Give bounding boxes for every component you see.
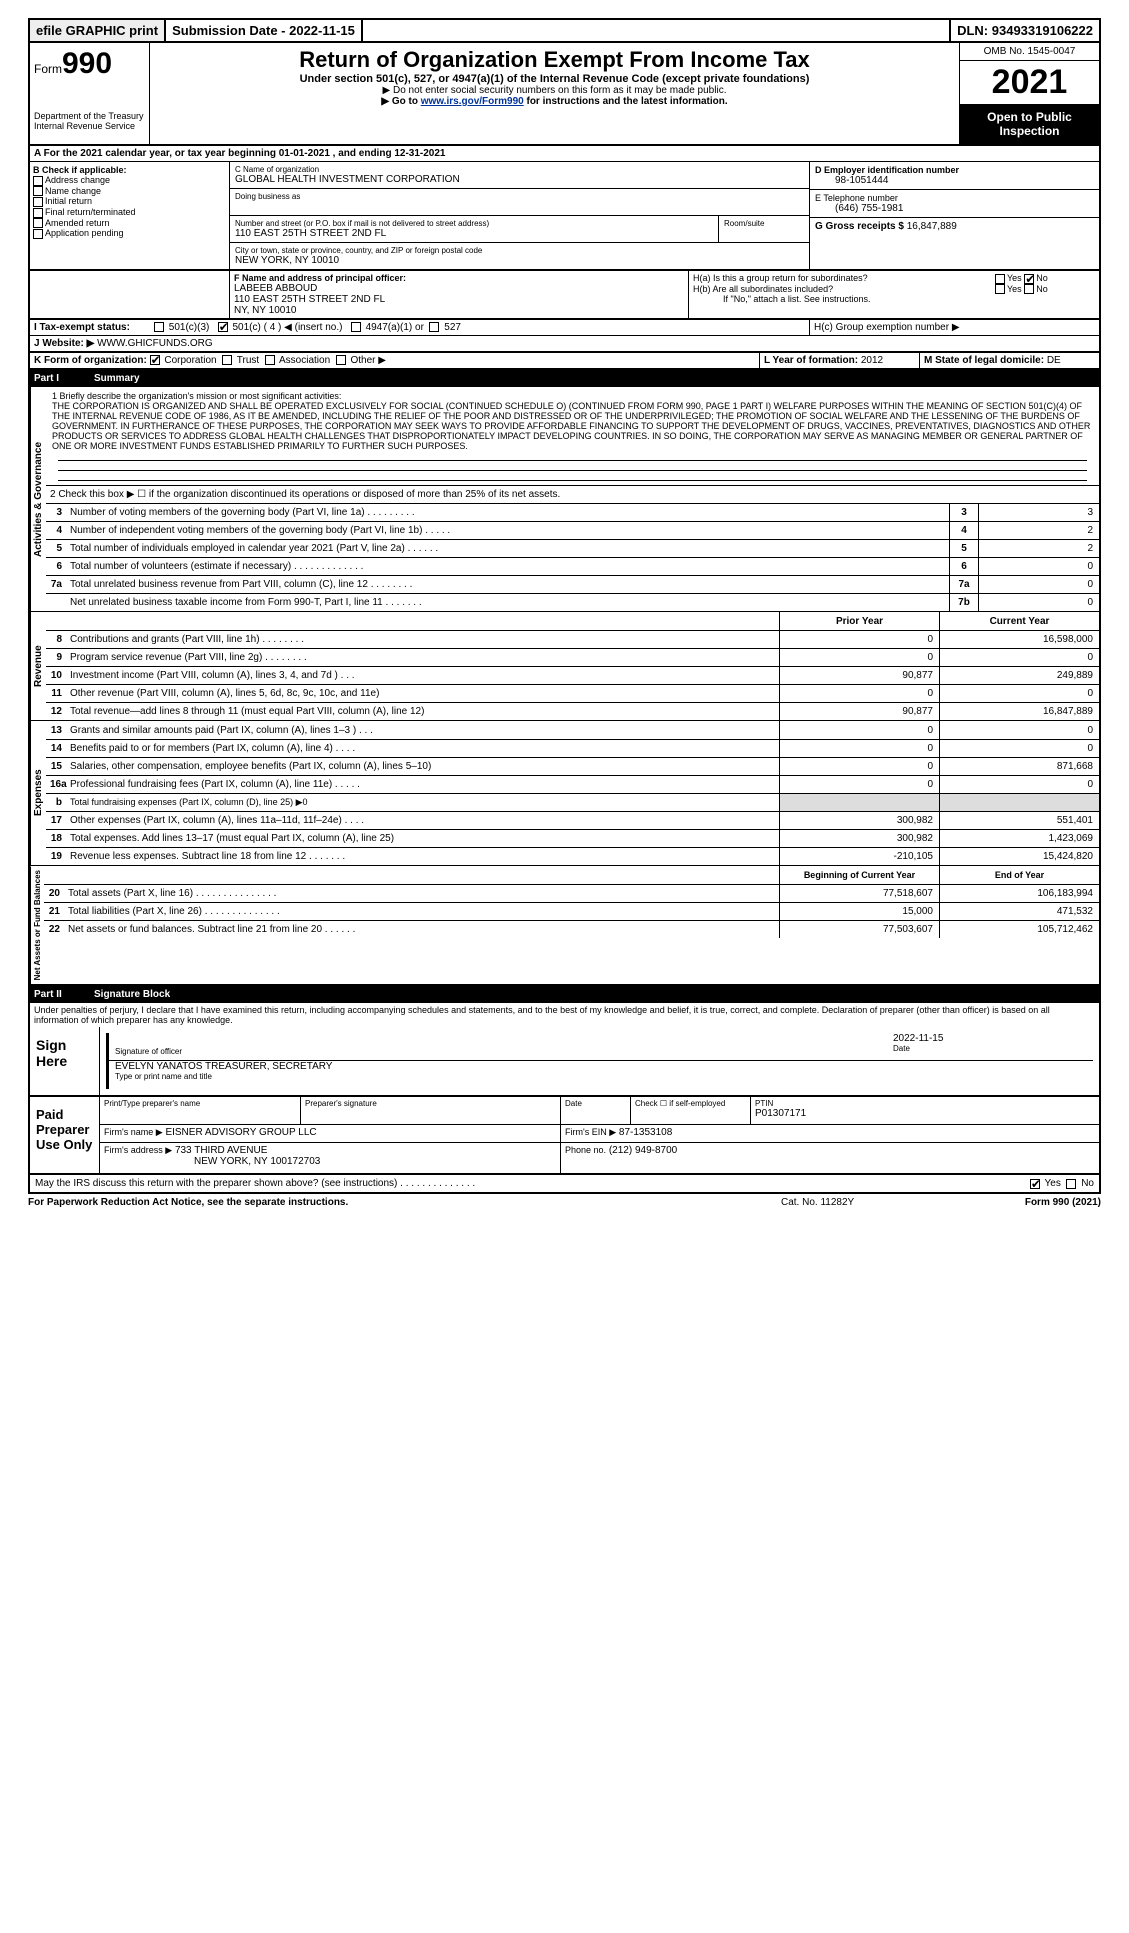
dba-cell: Doing business as — [230, 189, 809, 216]
part-1-header: Part ISummary — [28, 370, 1101, 387]
header-right: OMB No. 1545-0047 2021 Open to Public In… — [959, 43, 1099, 144]
tax-period: A For the 2021 calendar year, or tax yea… — [28, 146, 1101, 162]
part-2-header: Part IISignature Block — [28, 986, 1101, 1003]
top-bar: efile GRAPHIC print Submission Date - 20… — [28, 18, 1101, 43]
box-b-checklist: B Check if applicable: Address change Na… — [30, 162, 230, 269]
paid-preparer-label: Paid Preparer Use Only — [30, 1097, 100, 1173]
line-12-cur: 16,847,889 — [939, 703, 1099, 720]
line-7a-val: 0 — [979, 576, 1099, 593]
line-3-val: 3 — [979, 504, 1099, 521]
state-domicile: M State of legal domicile: DE — [919, 353, 1099, 368]
form990-link[interactable]: www.irs.gov/Form990 — [421, 96, 524, 107]
gross-receipts: G Gross receipts $ 16,847,889 — [810, 218, 1099, 235]
website-row: J Website: ▶ WWW.GHICFUNDS.ORG — [30, 336, 1099, 351]
efile-print-button[interactable]: efile GRAPHIC print — [30, 20, 166, 41]
perjury-statement: Under penalties of perjury, I declare th… — [28, 1003, 1101, 1027]
sign-here-block: Sign Here Signature of officer 2022-11-1… — [28, 1027, 1101, 1097]
footer-row: For Paperwork Reduction Act Notice, see … — [28, 1194, 1101, 1211]
form-id-block: Form990 Department of the Treasury Inter… — [30, 43, 150, 144]
line-7b-val: 0 — [979, 594, 1099, 611]
org-name-cell: C Name of organization GLOBAL HEALTH INV… — [230, 162, 809, 189]
ein-cell: D Employer identification number 98-1051… — [810, 162, 1099, 190]
side-label-expenses: Expenses — [30, 721, 46, 865]
side-label-netassets: Net Assets or Fund Balances — [30, 866, 44, 984]
discuss-row: May the IRS discuss this return with the… — [28, 1175, 1101, 1194]
phone-cell: E Telephone number (646) 755-1981 — [810, 190, 1099, 218]
group-return-block: H(a) Is this a group return for subordin… — [689, 271, 1099, 318]
line-2: 2 Check this box ▶ ☐ if the organization… — [46, 487, 1099, 502]
principal-officer: F Name and address of principal officer:… — [230, 271, 689, 318]
form-of-org: K Form of organization: Corporation Trus… — [30, 353, 759, 368]
line-5-val: 2 — [979, 540, 1099, 557]
line-6-val: 0 — [979, 558, 1099, 575]
year-formation: L Year of formation: 2012 — [759, 353, 919, 368]
tax-status-label: I Tax-exempt status: — [30, 320, 150, 335]
line-8-cur: 16,598,000 — [939, 631, 1099, 648]
side-label-revenue: Revenue — [30, 612, 46, 720]
side-label-governance: Activities & Governance — [30, 387, 46, 611]
line-4-val: 2 — [979, 522, 1099, 539]
submission-date: Submission Date - 2022-11-15 — [166, 20, 363, 41]
group-exemption-num: H(c) Group exemption number ▶ — [809, 320, 1099, 335]
dln: DLN: 93493319106222 — [949, 20, 1099, 41]
tax-status-options: 501(c)(3) 501(c) ( 4 ) ◀ (insert no.) 49… — [150, 320, 809, 335]
header-title: Return of Organization Exempt From Incom… — [150, 43, 959, 144]
mission-block: 1 Briefly describe the organization's mi… — [46, 387, 1099, 485]
